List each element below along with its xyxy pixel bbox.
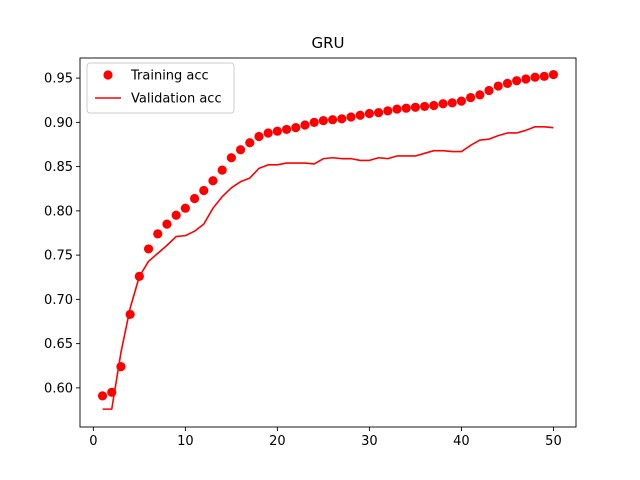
data-point-training-acc (153, 229, 163, 239)
y-tick-label: 0.60 (44, 381, 73, 396)
data-point-training-acc (189, 193, 200, 204)
data-point-training-acc (272, 126, 282, 136)
data-point-training-acc (291, 123, 301, 133)
x-tick-label: 20 (269, 434, 286, 449)
data-point-training-acc (420, 101, 430, 112)
data-point-training-acc (199, 185, 209, 196)
data-point-training-acc (254, 131, 264, 142)
y-tick-label: 0.65 (44, 337, 73, 352)
data-point-training-acc (328, 115, 338, 125)
data-point-training-acc (318, 115, 328, 126)
data-point-training-acc (309, 117, 319, 127)
x-axis: 0 10 20 30 40 50 (89, 427, 562, 449)
data-point-training-acc (466, 92, 476, 103)
data-point-training-acc (539, 71, 549, 81)
data-point-training-acc (364, 108, 375, 119)
legend: Training acc Validation acc (86, 62, 235, 114)
y-tick-label: 0.80 (44, 204, 73, 219)
data-point-training-acc (484, 85, 494, 96)
y-tick-label: 0.95 (44, 72, 73, 87)
data-point-training-acc (383, 106, 393, 116)
legend-box (86, 62, 235, 114)
x-tick-label: 40 (453, 434, 470, 449)
data-point-training-acc (521, 74, 531, 84)
legend-label: Validation acc (131, 92, 222, 107)
data-point-training-acc (512, 76, 522, 86)
x-tick-label: 10 (177, 434, 194, 449)
y-tick-label: 0.85 (44, 160, 73, 175)
data-point-training-acc (180, 203, 190, 213)
data-point-training-acc (392, 104, 402, 114)
data-point-training-acc (97, 391, 108, 401)
data-point-training-acc (447, 98, 457, 108)
data-point-training-acc (162, 219, 172, 229)
data-point-training-acc (226, 153, 236, 163)
series-line-validation-acc (102, 125, 554, 410)
data-point-training-acc (374, 108, 384, 118)
data-point-training-acc (410, 102, 421, 112)
data-point-training-acc (456, 96, 467, 106)
data-point-training-acc (475, 90, 485, 100)
data-point-training-acc (530, 72, 540, 82)
plot-area (79, 57, 577, 428)
x-tick-label: 50 (545, 434, 562, 449)
data-point-training-acc (235, 145, 246, 155)
data-point-training-acc (355, 110, 365, 120)
data-point-training-acc (337, 114, 347, 124)
y-tick-label: 0.70 (44, 293, 73, 308)
data-point-training-acc (208, 176, 218, 186)
x-tick-label: 0 (89, 434, 97, 449)
data-point-training-acc (217, 165, 227, 175)
data-point-training-acc (548, 69, 559, 80)
y-tick-label: 0.90 (44, 116, 73, 131)
data-point-training-acc (493, 81, 503, 91)
data-point-training-acc (245, 138, 255, 148)
data-point-training-acc (143, 244, 154, 254)
legend-marker-training-acc (103, 70, 113, 80)
chart-title: GRU (311, 34, 344, 52)
data-point-training-acc (171, 210, 181, 220)
data-point-training-acc (263, 128, 273, 138)
x-tick-label: 30 (361, 434, 378, 449)
y-axis: 0.60 0.65 0.70 0.75 0.80 0.85 0.90 0.95 (44, 72, 80, 396)
data-point-training-acc (300, 120, 310, 130)
y-tick-label: 0.75 (44, 249, 73, 264)
legend-label: Training acc (130, 69, 209, 84)
series-layer (97, 69, 559, 410)
data-point-training-acc (429, 100, 439, 111)
data-point-training-acc (438, 99, 448, 109)
data-point-training-acc (401, 103, 411, 113)
data-point-training-acc (281, 124, 292, 135)
data-point-training-acc (502, 78, 513, 89)
plot-frame (79, 57, 577, 428)
data-point-training-acc (346, 112, 356, 122)
